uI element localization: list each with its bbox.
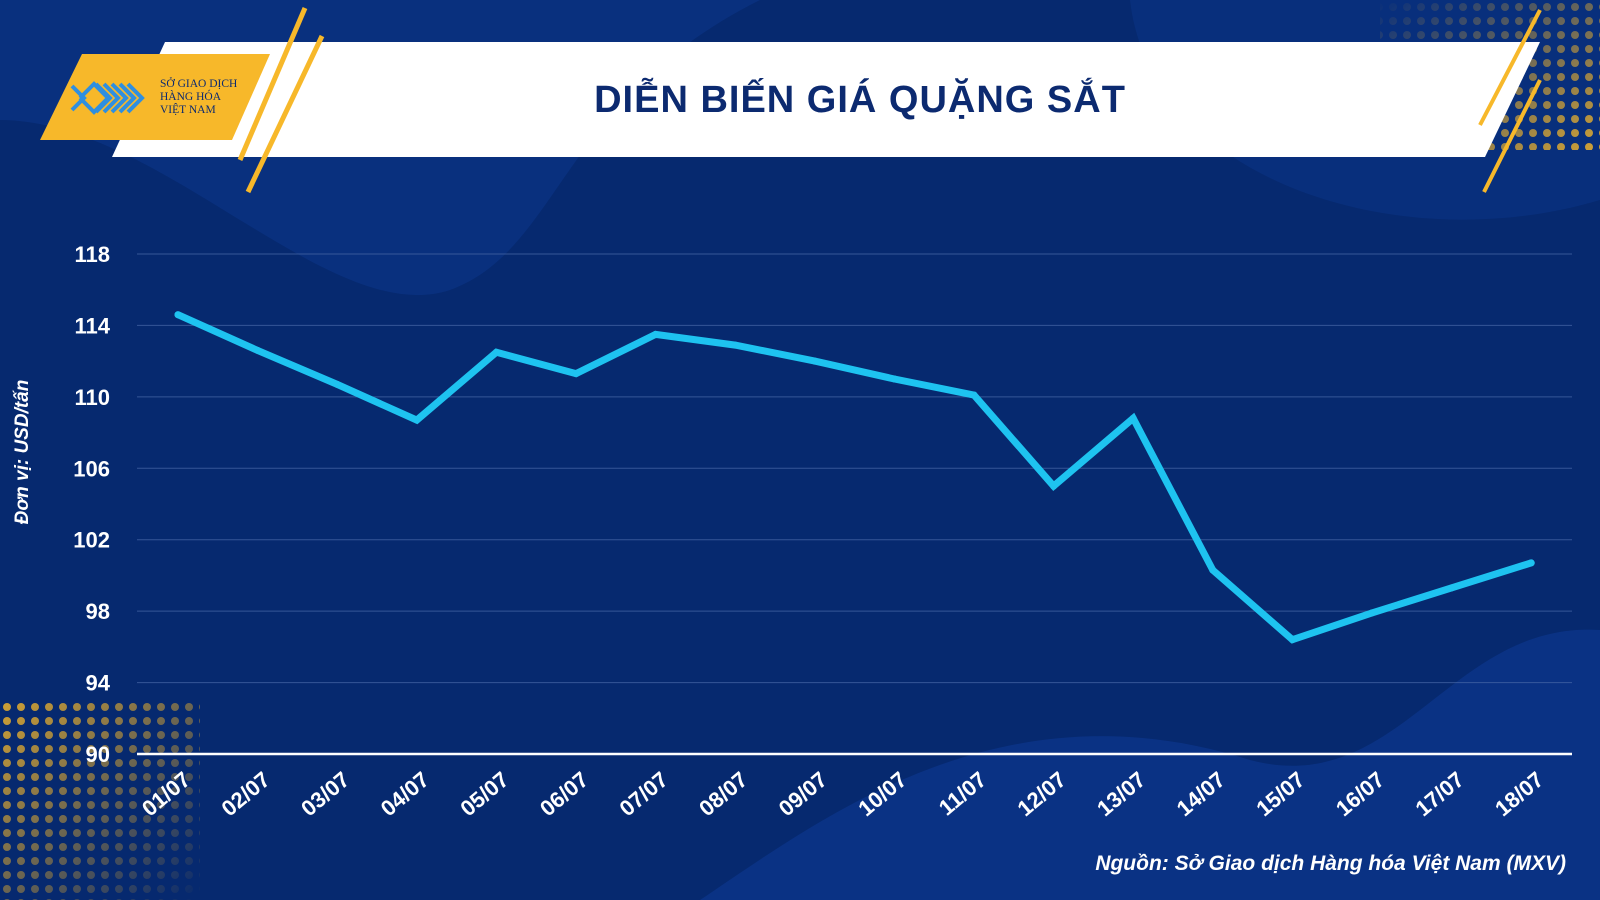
x-tick-label: 11/07 (934, 767, 991, 821)
page-title: DIỄN BIẾN GIÁ QUẶNG SẮT (594, 79, 1126, 121)
x-tick-label: 07/07 (615, 767, 673, 822)
data-point (492, 348, 500, 356)
x-tick-label: 03/07 (296, 767, 354, 822)
x-tick-label: 04/07 (376, 767, 434, 822)
x-tick-label: 13/07 (1092, 767, 1150, 822)
x-tick-label: 01/07 (137, 767, 195, 822)
x-tick-label: 09/07 (774, 767, 832, 822)
y-tick-label: 110 (75, 385, 111, 410)
header-band (40, 7, 1542, 194)
data-point (970, 391, 978, 399)
x-tick-labels: 01/07 02/07 03/07 04/07 05/07 06/07 07/07 08/07… (137, 767, 1548, 822)
x-tick-label: 16/07 (1331, 767, 1389, 822)
x-tick-label: 12/07 (1013, 767, 1071, 822)
x-tick-label: 06/07 (535, 767, 593, 822)
data-point (174, 311, 182, 319)
data-point (652, 330, 660, 338)
y-tick-label: 90 (86, 742, 110, 767)
y-tick-labels: 90 94 98 102 106 110 114 118 (73, 242, 110, 767)
data-point (333, 380, 341, 388)
x-tick-label: 18/07 (1490, 767, 1548, 822)
line-chart: 90 94 98 102 106 110 114 118 01/07 02/07 03/07 04/… (73, 242, 1572, 822)
y-tick-label: 114 (75, 313, 111, 338)
accent-stripe (245, 34, 325, 194)
data-point (1288, 636, 1296, 644)
data-point (413, 416, 421, 424)
data-point (890, 375, 898, 383)
logo-line: HÀNG HÓA (160, 91, 222, 103)
data-point (811, 357, 819, 365)
logo-mark-icon (70, 81, 145, 115)
source-note: Nguồn: Sở Giao dịch Hàng hóa Việt Nam (M… (1095, 852, 1566, 875)
data-point (731, 341, 739, 349)
y-tick-label: 94 (86, 671, 111, 696)
y-tick-label: 98 (86, 599, 110, 624)
data-point (1368, 609, 1376, 617)
data-point (1050, 482, 1058, 490)
logo-line: VIỆT NAM (160, 104, 216, 116)
series-line (174, 311, 1535, 644)
x-tick-label: 02/07 (217, 767, 275, 822)
logo-plate (40, 54, 270, 140)
y-tick-label: 102 (73, 528, 110, 553)
x-tick-label: 14/07 (1172, 767, 1230, 822)
data-point (254, 346, 262, 354)
data-point (1129, 414, 1137, 422)
series-layer (174, 311, 1535, 644)
x-tick-label: 10/07 (853, 767, 911, 822)
logo-text: SỞ GIAO DỊCH HÀNG HÓA VIỆT NAM (160, 78, 260, 117)
title-banner (112, 42, 1540, 157)
y-tick-label: 106 (73, 456, 110, 481)
data-point (572, 370, 580, 378)
data-point (1209, 566, 1217, 574)
accent-stripe (1478, 9, 1542, 126)
logo-line: SỞ GIAO DỊCH (160, 78, 238, 90)
accent-stripe (1482, 79, 1542, 193)
data-point (1527, 559, 1535, 567)
x-tick-label: 15/07 (1251, 767, 1309, 822)
data-point (1448, 584, 1456, 592)
y-tick-label: 118 (75, 242, 111, 267)
x-tick-label: 08/07 (694, 767, 752, 822)
accent-stripe (237, 7, 308, 161)
x-tick-label: 05/07 (455, 767, 513, 822)
grid-layer (137, 253, 1572, 756)
x-tick-label: 17/07 (1411, 767, 1469, 822)
